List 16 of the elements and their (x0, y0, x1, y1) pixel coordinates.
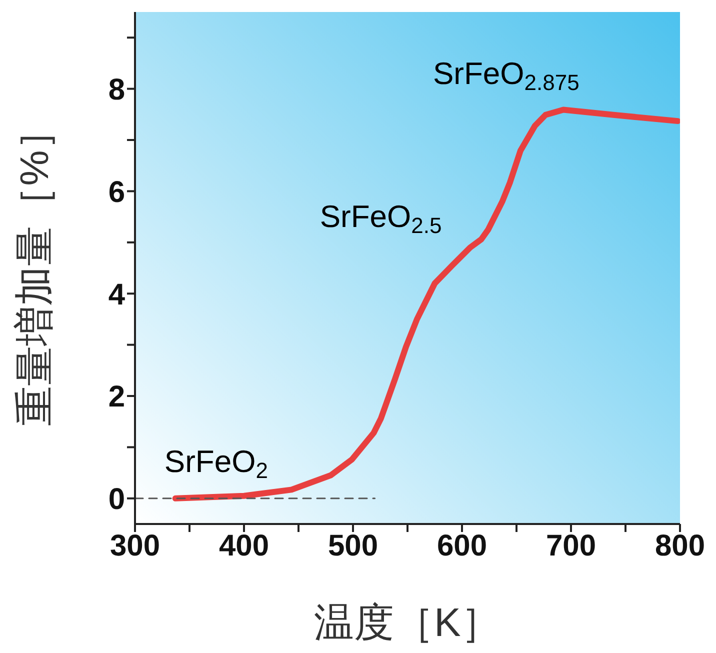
x-tick-label: 800 (654, 529, 706, 562)
y-axis-title: 重量増加量［%］ (13, 110, 58, 426)
x-tick-label: 400 (218, 529, 270, 562)
y-tick-label: 0 (108, 483, 125, 516)
x-tick-label: 600 (436, 529, 488, 562)
y-tick-label: 6 (108, 176, 125, 209)
x-tick-label: 500 (328, 529, 378, 562)
annotation: SrFeO$_{2}$ (164, 444, 268, 483)
annotation: SrFeO$_{2.5}$ (320, 198, 442, 238)
y-tick-label: 8 (108, 73, 125, 106)
x-tick-label: 700 (546, 529, 596, 562)
y-tick-label: 4 (108, 278, 126, 312)
x-tick-label: 300 (110, 529, 160, 562)
annotation: SrFeO$_{2.875}$ (432, 55, 580, 94)
x-axis-title: 温度［K］ (314, 601, 501, 645)
y-tick-label: 2 (108, 380, 125, 414)
